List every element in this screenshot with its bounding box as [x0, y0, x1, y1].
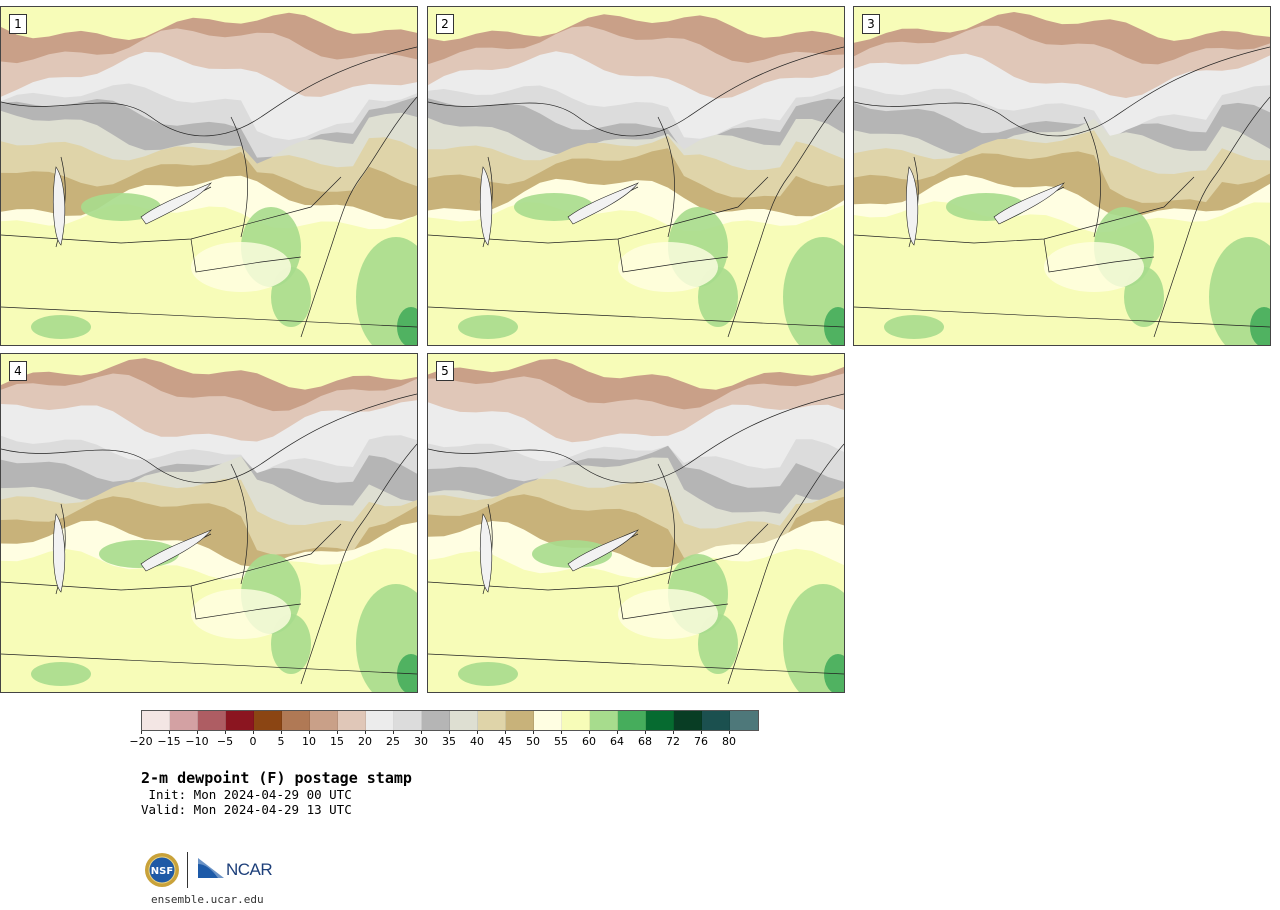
- colorbar-tick-label: 55: [554, 735, 568, 748]
- dewpoint-map-1: [1, 7, 417, 345]
- colorbar-tick-label: −5: [216, 735, 234, 748]
- colorbar-tick-label: 0: [249, 735, 257, 748]
- colorbar: [141, 710, 759, 731]
- panel-number-2: 2: [436, 14, 454, 34]
- colorbar-swatch: [142, 711, 170, 730]
- colorbar-tickmark: [589, 731, 590, 734]
- colorbar-tick-label: 72: [666, 735, 680, 748]
- colorbar-tick-label: 30: [414, 735, 428, 748]
- colorbar-tick-label: 64: [610, 735, 624, 748]
- colorbar-tick-label: 60: [582, 735, 596, 748]
- colorbar-tick-label: 5: [277, 735, 285, 748]
- init-time: Init: Mon 2024-04-29 00 UTC: [141, 787, 352, 802]
- colorbar-tick-label: 50: [526, 735, 540, 748]
- stamp-panel-3: 3: [853, 6, 1271, 346]
- colorbar-tick-label: −10: [185, 735, 209, 748]
- logo-area: NSF NCAR: [144, 850, 284, 890]
- colorbar-tickmark: [197, 731, 198, 734]
- dewpoint-map-4: [1, 354, 417, 692]
- colorbar-swatch: [450, 711, 478, 730]
- colorbar-tickmark: [701, 731, 702, 734]
- panel-number-1: 1: [9, 14, 27, 34]
- colorbar-tickmark: [449, 731, 450, 734]
- colorbar-tickmark: [225, 731, 226, 734]
- dewpoint-map-5: [428, 354, 844, 692]
- colorbar-swatch: [226, 711, 254, 730]
- colorbar-tick-label: 25: [386, 735, 400, 748]
- colorbar-tick-label: 76: [694, 735, 708, 748]
- colorbar-tickmark: [281, 731, 282, 734]
- colorbar-swatch: [254, 711, 282, 730]
- nsf-logo-icon: NSF: [145, 853, 179, 887]
- panel-number-5: 5: [436, 361, 454, 381]
- colorbar-swatch: [730, 711, 758, 730]
- colorbar-tickmark: [421, 731, 422, 734]
- colorbar-tickmark: [729, 731, 730, 734]
- colorbar-tickmark: [645, 731, 646, 734]
- colorbar-swatch: [478, 711, 506, 730]
- colorbar-swatch: [506, 711, 534, 730]
- colorbar-tick-label: −20: [129, 735, 153, 748]
- colorbar-swatch: [646, 711, 674, 730]
- colorbar-tickmark: [337, 731, 338, 734]
- site-url: ensemble.ucar.edu: [151, 893, 264, 906]
- colorbar-swatch: [422, 711, 450, 730]
- colorbar-swatch: [170, 711, 198, 730]
- chart-title: 2-m dewpoint (F) postage stamp: [141, 769, 412, 787]
- colorbar-tickmark: [477, 731, 478, 734]
- ncar-logo-text: NCAR: [226, 860, 273, 879]
- colorbar-swatch: [338, 711, 366, 730]
- stamp-panel-2: 2: [427, 6, 845, 346]
- colorbar-swatch: [394, 711, 422, 730]
- colorbar-tick-label: 68: [638, 735, 652, 748]
- colorbar-tick-label: 35: [442, 735, 456, 748]
- colorbar-swatch: [310, 711, 338, 730]
- valid-time: Valid: Mon 2024-04-29 13 UTC: [141, 802, 352, 817]
- colorbar-tickmark: [561, 731, 562, 734]
- stamp-panel-5: 5: [427, 353, 845, 693]
- colorbar-swatch: [674, 711, 702, 730]
- colorbar-swatch: [366, 711, 394, 730]
- colorbar-tickmark: [309, 731, 310, 734]
- colorbar-tick-label: 15: [330, 735, 344, 748]
- colorbar-swatch: [618, 711, 646, 730]
- stamp-panel-1: 1: [0, 6, 418, 346]
- panel-number-3: 3: [862, 14, 880, 34]
- colorbar-tickmark: [365, 731, 366, 734]
- panel-number-4: 4: [9, 361, 27, 381]
- dewpoint-map-2: [428, 7, 844, 345]
- colorbar-tick-label: −15: [157, 735, 181, 748]
- colorbar-tick-labels: −20 −15 −10 −5 0 5 10 15 20 25 30 35 40 45 50 55 60 64 68 7…: [129, 731, 757, 751]
- colorbar-swatch: [534, 711, 562, 730]
- colorbar-tick-label: 10: [302, 735, 316, 748]
- colorbar-swatch: [590, 711, 618, 730]
- colorbar-swatch: [702, 711, 730, 730]
- colorbar-tick-label: 40: [470, 735, 484, 748]
- stamp-panel-4: 4: [0, 353, 418, 693]
- colorbar-tickmark: [169, 731, 170, 734]
- colorbar-tick-label: 80: [722, 735, 736, 748]
- colorbar-tickmark: [533, 731, 534, 734]
- colorbar-tickmark: [673, 731, 674, 734]
- colorbar-tickmark: [505, 731, 506, 734]
- dewpoint-map-3: [854, 7, 1270, 345]
- colorbar-tick-label: 20: [358, 735, 372, 748]
- colorbar-tick-label: 45: [498, 735, 512, 748]
- colorbar-tickmark: [617, 731, 618, 734]
- colorbar-swatch: [198, 711, 226, 730]
- colorbar-swatch: [562, 711, 590, 730]
- colorbar-tickmark: [141, 731, 142, 734]
- nsf-logo-text: NSF: [151, 866, 173, 877]
- ncar-mark-icon: [198, 858, 224, 878]
- colorbar-tickmark: [253, 731, 254, 734]
- colorbar-swatch: [282, 711, 310, 730]
- colorbar-tickmark: [393, 731, 394, 734]
- logo-divider: [187, 852, 188, 888]
